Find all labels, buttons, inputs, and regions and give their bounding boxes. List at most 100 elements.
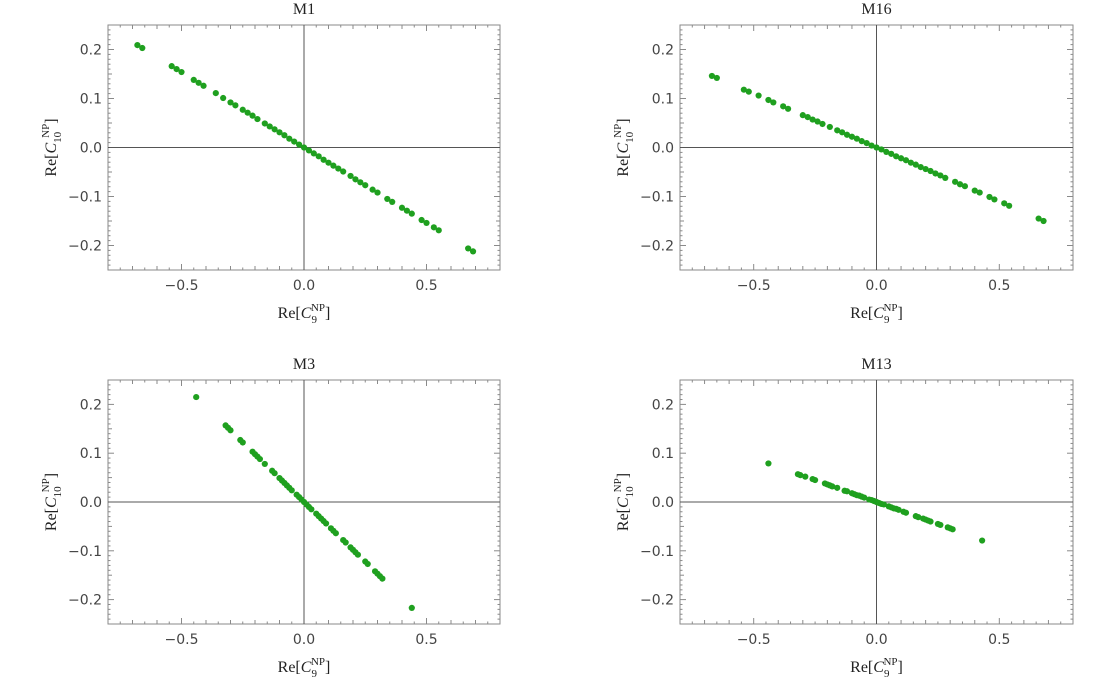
data-point [354,551,361,558]
data-point [893,153,900,160]
data-point [330,162,337,169]
x-tick-label: −0.5 [165,632,199,648]
data-point [880,501,887,508]
data-point [408,604,415,611]
y-tick-label: 0.0 [652,141,674,157]
data-point [897,155,905,162]
data-point [878,146,885,153]
data-point [369,186,376,193]
data-point [254,115,261,123]
data-point [1001,200,1008,207]
y-axis-label-sup: NP [40,478,52,492]
y-axis-label-sub: 10 [52,131,64,143]
data-point [834,127,841,134]
data-point [804,114,811,121]
data-point [364,560,371,568]
x-axis-label-sub: 9 [884,314,890,326]
data-point [249,112,256,119]
data-point [976,189,983,196]
y-axis-label: Re[C10NP] [612,118,636,176]
data-point [708,72,716,80]
data-point [178,68,185,76]
y-axis-label-suffix: ] [43,473,60,478]
data-point [276,129,283,136]
x-tick-label: −0.5 [165,278,199,294]
data-point [195,79,202,86]
data-point [335,165,342,172]
data-point [296,141,303,148]
panel-title: M1 [293,1,315,18]
y-tick-label: 0.1 [80,92,102,108]
data-point [927,518,934,525]
data-point [811,476,819,484]
data-point [826,123,833,131]
data-point [271,126,278,133]
data-point [134,41,141,49]
data-point [403,207,410,214]
data-point [883,148,890,156]
y-axis-label-prefix: Re[ [615,153,632,176]
data-point [286,135,293,142]
data-point [256,455,263,463]
data-point [927,167,934,175]
x-axis-label-sub: 9 [884,668,890,680]
x-tick-label: 0.0 [293,632,315,648]
y-axis-label-symbol: C [43,142,60,153]
data-point [902,509,910,516]
x-axis-label-sup: NP [883,302,897,314]
data-point [986,193,993,201]
y-tick-label: −0.1 [68,544,102,560]
x-tick-label: 0.0 [293,278,315,294]
x-axis-label-sub: 9 [311,314,317,326]
data-point [332,530,339,537]
data-point [848,133,856,140]
data-point [325,159,332,166]
data-point [281,132,288,139]
data-point [340,168,347,175]
y-tick-label: −0.1 [68,190,102,206]
data-point [430,224,437,231]
data-point [347,172,354,180]
data-point [389,198,396,205]
data-point [1040,217,1047,225]
data-point [740,86,747,93]
data-points [708,72,1047,225]
x-axis-label-prefix: Re[ [278,305,301,322]
data-point [291,138,298,145]
data-point [937,172,944,179]
data-point [912,161,919,168]
data-point [322,520,330,527]
data-point [362,182,369,189]
data-point [244,109,251,116]
data-point [922,165,929,173]
data-point [956,181,964,188]
data-point [907,159,914,166]
data-point [239,106,246,113]
x-axis-label-suffix: ] [325,305,330,322]
data-point [310,150,317,157]
data-point [227,99,234,106]
y-axis-label-symbol: C [615,497,632,508]
data-point [227,427,234,434]
y-axis-label-sup: NP [612,478,624,492]
data-point [858,138,865,145]
y-axis-label-prefix: Re[ [43,153,60,176]
y-axis-label-sub: 10 [52,486,64,498]
panel-title: M13 [861,356,891,373]
x-axis-label-suffix: ] [898,659,903,676]
data-point [861,494,868,501]
data-points [193,393,415,611]
data-point [902,157,910,164]
x-axis-label: Re[C9NP] [850,656,903,680]
panel-m16: −0.5 0.0 0.5−0.2−0.10.00.10.2M16Re[C9NP]Re… [612,1,1074,326]
data-point [765,96,772,104]
data-point [991,196,998,203]
y-axis-label: Re[C10NP] [40,118,64,176]
y-axis-label-symbol: C [43,497,60,508]
data-point [942,174,949,181]
data-point [932,170,939,177]
x-axis-label: Re[C9NP] [278,302,331,326]
data-point [418,216,425,224]
data-point [469,248,477,255]
data-points [134,41,477,255]
